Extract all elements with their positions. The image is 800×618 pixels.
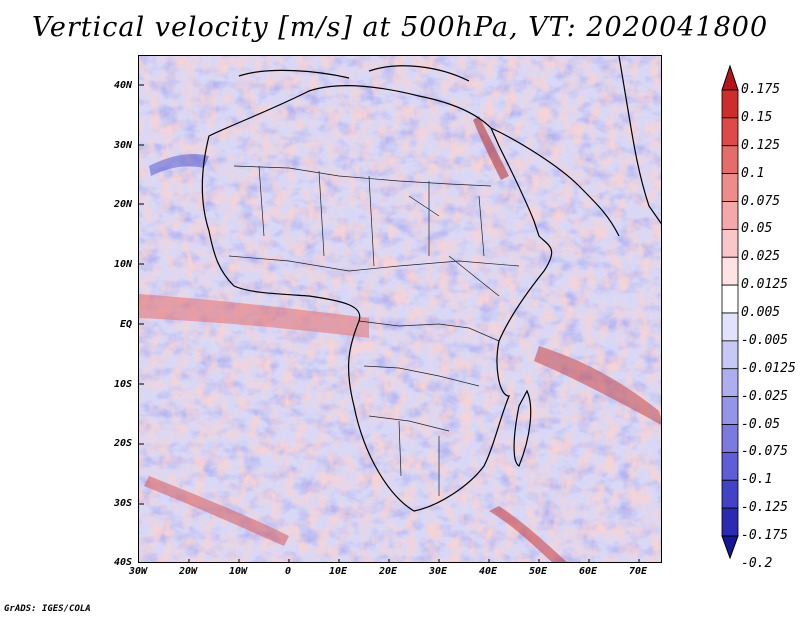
colorbar-label: 0.075 [741,193,781,209]
colorbar-swatch [721,479,739,509]
lon-label-60e: 60E [578,566,598,577]
colorbar-swatch [721,173,739,202]
colorbar-label: 0.05 [741,221,773,237]
red-sea-band [473,116,509,180]
country-borders [228,165,520,496]
colorbar-label: -0.0125 [741,360,796,376]
colorbar-label: -0.2 [741,555,773,571]
lat-label-10s: 10S [113,379,132,390]
colorbar-label: 0.025 [741,249,781,265]
lon-label-50e: 50E [528,566,548,577]
lon-label-40e: 40E [478,566,498,577]
colorbar-swatch [721,451,739,481]
colorbar-swatch [721,340,739,370]
lat-label-20n: 20N [113,199,132,210]
colorbar-swatch [721,368,739,398]
map-title: Vertical velocity [m/s] at 500hPa, VT: 2… [31,12,769,43]
south-atlantic-band [144,476,289,546]
map-panel [138,55,662,563]
lat-label-30s: 30S [113,498,132,509]
coastlines [201,56,661,512]
lon-label-10e: 10E [328,566,348,577]
colorbar-label: 0.125 [741,137,781,153]
atlantic-subsidence [149,154,209,176]
colorbar-swatch [721,256,739,286]
colorbar-label: 0.0125 [741,277,788,293]
colorbar-swatch [721,145,739,175]
colorbar-swatch [721,201,739,230]
colorbar-swatch [721,396,739,425]
lon-label-30w: 30W [128,566,148,577]
lat-label-40n: 40N [113,80,132,91]
colorbar-swatch [721,89,739,119]
lon-label-0: 0 [284,566,292,577]
colorbar-label: -0.125 [741,500,788,516]
lon-label-20e: 20E [378,566,398,577]
colorbar-swatch [721,312,739,342]
lon-label-30e: 30E [428,566,448,577]
itcz-band [139,294,369,338]
lon-label-70e: 70E [628,566,648,577]
lat-label-eq: EQ [119,319,132,330]
velocity-field-map [139,56,661,562]
colorbar-label: -0.025 [741,388,788,404]
lat-label-20s: 20S [113,438,132,449]
colorbar-label: 0.15 [741,109,773,125]
colorbar-label: 0.005 [741,305,781,320]
lat-label-40s: 40S [113,557,132,568]
axis-ticks [139,84,640,562]
lon-label-20w: 20W [178,566,198,577]
colorbar [721,64,739,560]
colorbar-swatch [721,507,739,537]
colorbar-label: 0.175 [741,82,781,97]
colorbar-swatch [721,117,739,147]
colorbar-label: -0.005 [741,332,788,348]
colorbar-label: -0.075 [741,444,788,460]
lon-label-10w: 10W [228,566,248,577]
colorbar-label: -0.05 [741,416,781,432]
colorbar-swatch [721,424,739,453]
lat-label-30n: 30N [113,140,132,151]
colorbar-swatch [721,284,739,314]
lat-label-10n: 10N [113,259,132,270]
south-indian-band [489,506,567,562]
colorbar-bottom-arrow [721,535,739,560]
colorbar-label: 0.1 [741,165,765,181]
colorbar-label: -0.175 [741,528,788,543]
indian-ocean-band [534,346,661,425]
colorbar-top-arrow [721,64,739,91]
grads-credit: GrADS: IGES/COLA [4,604,91,614]
colorbar-swatch [721,228,739,258]
colorbar-label: -0.1 [741,472,773,488]
